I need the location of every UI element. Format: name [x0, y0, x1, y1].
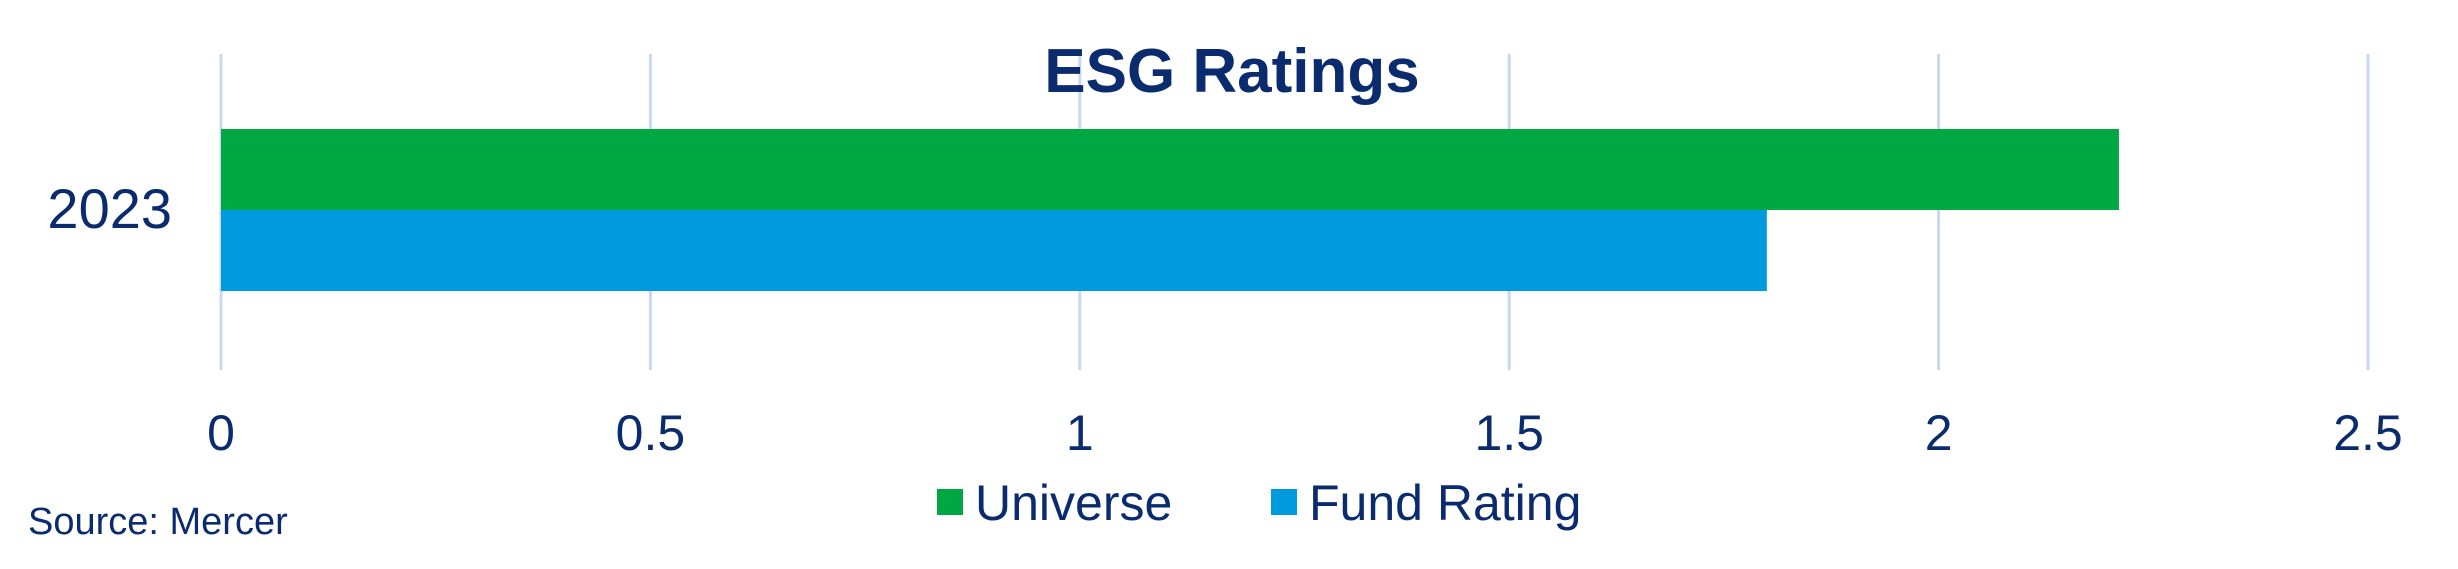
legend-label-universe: Universe: [975, 475, 1172, 531]
x-axis-tick-labels: 0 0.5 1 1.5 2 2.5: [207, 405, 2403, 461]
legend-label-fund-rating: Fund Rating: [1309, 475, 1581, 531]
legend-swatch-universe: [937, 489, 963, 515]
x-tick-label-0: 0: [207, 405, 235, 461]
source-note: Source: Mercer: [28, 501, 288, 543]
x-tick-label-4: 2: [1925, 405, 1953, 461]
x-tick-label-3: 1.5: [1474, 405, 1544, 461]
x-tick-label-2: 1: [1066, 405, 1094, 461]
bars: [221, 129, 2119, 291]
category-label-2023: 2023: [47, 177, 172, 240]
chart-title: ESG Ratings: [1044, 37, 1420, 106]
bar-universe-2023: [221, 129, 2119, 210]
x-tick-label-5: 2.5: [2333, 405, 2403, 461]
legend-swatch-fund-rating: [1271, 489, 1297, 515]
legend: Universe Fund Rating: [937, 475, 1581, 531]
x-tick-label-1: 0.5: [616, 405, 686, 461]
bar-fund-rating-2023: [221, 210, 1767, 291]
